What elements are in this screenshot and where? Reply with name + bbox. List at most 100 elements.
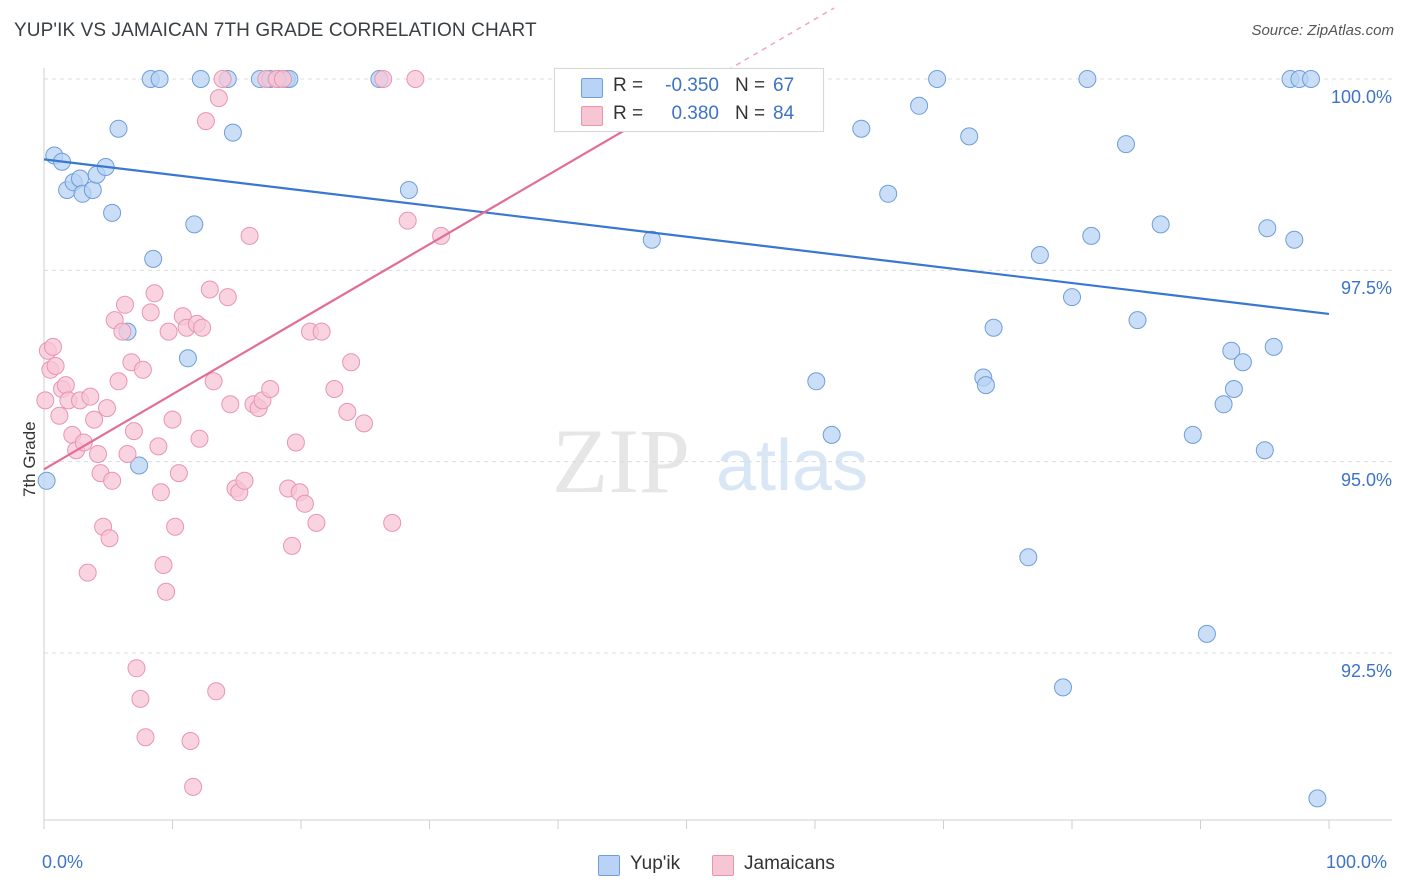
r-label: R = xyxy=(613,75,644,96)
watermark-atlas: atlas xyxy=(716,426,868,506)
jamaicans-point xyxy=(141,303,160,322)
jamaicans-point xyxy=(218,288,237,307)
jamaicans-point xyxy=(398,211,417,230)
yupik-point xyxy=(1308,789,1327,808)
jamaicans-point xyxy=(133,360,152,379)
yupik-point xyxy=(1214,395,1233,414)
jamaicans-point xyxy=(374,70,393,88)
yupik-trend-line xyxy=(43,158,1330,316)
jamaicans-point xyxy=(85,410,104,429)
yupik-point xyxy=(83,181,102,199)
watermark-zip: ZIP xyxy=(552,410,690,512)
yupik-point xyxy=(185,215,204,234)
jamaicans-point xyxy=(127,659,146,678)
n-value: 84 xyxy=(773,103,795,124)
jamaicans-point xyxy=(295,494,314,513)
yupik-point xyxy=(807,372,826,391)
jamaicans-point xyxy=(325,380,344,398)
yupik-point xyxy=(1224,380,1243,398)
yupik-point xyxy=(150,70,169,88)
jamaicans-point xyxy=(169,464,188,483)
x-tick-label-min: 0.0% xyxy=(42,852,84,872)
jamaicans-point xyxy=(184,777,203,796)
jamaicans-point xyxy=(159,322,178,341)
gridlines xyxy=(44,78,1392,654)
jamaicans-point xyxy=(149,437,168,456)
jamaicans-point xyxy=(109,372,128,391)
yupik-point xyxy=(960,127,979,146)
jamaicans-legend-swatch xyxy=(712,855,734,876)
yupik-point xyxy=(976,376,995,395)
y-tick-label: 100.0% xyxy=(1330,87,1392,107)
yupik-point xyxy=(1030,246,1049,264)
yupik-point xyxy=(1197,624,1216,643)
jamaicans-point xyxy=(163,410,182,429)
yupik-point xyxy=(1078,70,1097,88)
jamaicans-point xyxy=(136,728,155,747)
jamaicans-trend-extension xyxy=(692,7,835,92)
yupik-point xyxy=(852,119,871,138)
y-tick-label: 95.0% xyxy=(1340,469,1392,490)
r-value: 0.380 xyxy=(671,103,719,124)
stats-legend: R = -0.350 N = 67 R = 0.380 N = 84 xyxy=(554,68,824,132)
jamaicans-point xyxy=(154,556,173,574)
jamaicans-point xyxy=(338,402,357,421)
source-label: Source: ZipAtlas.com xyxy=(1251,22,1394,39)
jamaicans-point xyxy=(103,471,122,490)
jamaicans-point xyxy=(286,433,305,452)
legend-label-yupik: Yup'ik xyxy=(630,853,681,874)
watermark: ZIP atlas xyxy=(552,410,868,512)
jamaicans-point xyxy=(89,445,107,463)
yupik-point xyxy=(1019,548,1038,567)
jamaicans-trend-line xyxy=(43,89,694,471)
jamaicans-point xyxy=(78,563,97,582)
jamaicans-point xyxy=(44,337,62,356)
yupik-point xyxy=(984,318,1003,337)
yupik-point xyxy=(1117,135,1135,154)
r-value: -0.350 xyxy=(665,75,719,96)
y-tick-label: 92.5% xyxy=(1340,661,1392,681)
stats-row-jamaicans: R = 0.380 N = 84 xyxy=(555,101,823,129)
n-value: 67 xyxy=(773,75,795,96)
r-label: R = xyxy=(613,103,644,124)
y-axis-label: 7th Grade xyxy=(20,421,39,497)
jamaicans-point xyxy=(181,732,200,750)
jamaicans-point xyxy=(100,529,119,548)
jamaicans-point xyxy=(193,318,212,337)
jamaicans-swatch xyxy=(581,106,603,126)
jamaicans-point xyxy=(274,70,292,88)
jamaicans-point xyxy=(190,429,209,448)
jamaicans-point xyxy=(200,280,219,299)
chart-title: YUP'IK VS JAMAICAN 7TH GRADE CORRELATION… xyxy=(14,20,537,41)
yupik-point xyxy=(399,181,418,199)
jamaicans-point xyxy=(166,517,185,536)
jamaicans-point xyxy=(240,226,259,245)
axes xyxy=(43,68,1392,829)
yupik-point xyxy=(1151,215,1170,234)
series-legend: Yup'ik Jamaicans xyxy=(0,850,1406,880)
jamaicans-point xyxy=(221,395,240,414)
jamaicans-point xyxy=(131,689,150,708)
jamaicans-point xyxy=(196,112,215,131)
jamaicans-point xyxy=(204,372,223,391)
yupik-point xyxy=(130,456,149,475)
yupik-point xyxy=(822,425,841,444)
jamaicans-point xyxy=(145,284,164,303)
yupik-point xyxy=(1258,219,1277,238)
yupik-point xyxy=(103,203,122,222)
jamaicans-point xyxy=(118,445,137,463)
legend-label-jamaicans: Jamaicans xyxy=(744,853,835,874)
jamaicans-point xyxy=(213,70,232,88)
jamaicans-point xyxy=(56,376,75,395)
y-axis-label-wrap: 7th Grade xyxy=(16,421,39,577)
jamaicans-point xyxy=(261,380,280,398)
jamaicans-point xyxy=(209,89,228,108)
jamaicans-point xyxy=(383,513,402,532)
jamaicans-point xyxy=(36,391,55,410)
yupik-point xyxy=(910,96,929,115)
yupik-point xyxy=(37,471,56,490)
jamaicans-point xyxy=(207,682,226,701)
n-label: N = xyxy=(735,75,766,96)
jamaicans-point xyxy=(151,483,170,502)
